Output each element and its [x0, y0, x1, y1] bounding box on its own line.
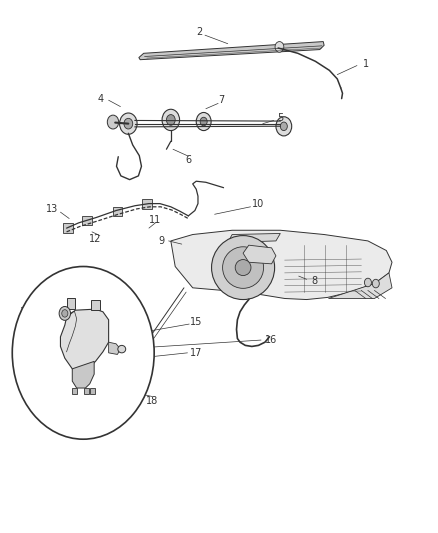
Circle shape: [275, 42, 284, 52]
Circle shape: [280, 122, 287, 131]
Circle shape: [166, 115, 175, 125]
FancyBboxPatch shape: [72, 388, 77, 394]
Text: 1: 1: [363, 59, 369, 69]
Circle shape: [196, 112, 211, 131]
Polygon shape: [72, 361, 94, 388]
Text: 14: 14: [20, 307, 32, 317]
Text: 11: 11: [149, 215, 162, 224]
Circle shape: [162, 109, 180, 131]
Text: 8: 8: [311, 276, 318, 286]
FancyBboxPatch shape: [113, 207, 122, 216]
Ellipse shape: [223, 247, 264, 288]
Circle shape: [107, 115, 119, 129]
Circle shape: [276, 117, 292, 136]
Text: 10: 10: [252, 199, 265, 208]
FancyBboxPatch shape: [91, 300, 100, 310]
Ellipse shape: [118, 345, 126, 353]
Circle shape: [124, 118, 133, 129]
Polygon shape: [60, 309, 109, 374]
Circle shape: [120, 113, 137, 134]
Text: 5: 5: [277, 114, 283, 123]
FancyBboxPatch shape: [82, 216, 92, 225]
Ellipse shape: [212, 236, 275, 300]
FancyBboxPatch shape: [63, 223, 73, 233]
Circle shape: [364, 278, 371, 287]
Circle shape: [372, 279, 379, 288]
Text: 13: 13: [46, 204, 58, 214]
FancyBboxPatch shape: [67, 298, 75, 309]
Circle shape: [62, 310, 68, 317]
Ellipse shape: [235, 260, 251, 276]
Text: 16: 16: [265, 335, 277, 345]
Text: 9: 9: [158, 236, 164, 246]
Circle shape: [200, 117, 207, 126]
Polygon shape: [228, 233, 280, 243]
Text: 6: 6: [185, 155, 191, 165]
Polygon shape: [243, 245, 276, 264]
Text: 4: 4: [98, 94, 104, 103]
Polygon shape: [139, 42, 324, 60]
FancyBboxPatch shape: [90, 388, 95, 394]
Text: 15: 15: [190, 318, 202, 327]
Text: 7: 7: [218, 95, 224, 105]
Polygon shape: [328, 273, 392, 298]
Polygon shape: [109, 342, 120, 354]
Text: 12: 12: [89, 234, 102, 244]
Text: 17: 17: [190, 348, 202, 358]
Circle shape: [59, 306, 71, 320]
Text: 18: 18: [146, 396, 159, 406]
Text: 2: 2: [196, 27, 202, 37]
FancyBboxPatch shape: [84, 388, 89, 394]
Polygon shape: [171, 230, 392, 300]
Circle shape: [12, 266, 154, 439]
FancyBboxPatch shape: [142, 199, 152, 209]
